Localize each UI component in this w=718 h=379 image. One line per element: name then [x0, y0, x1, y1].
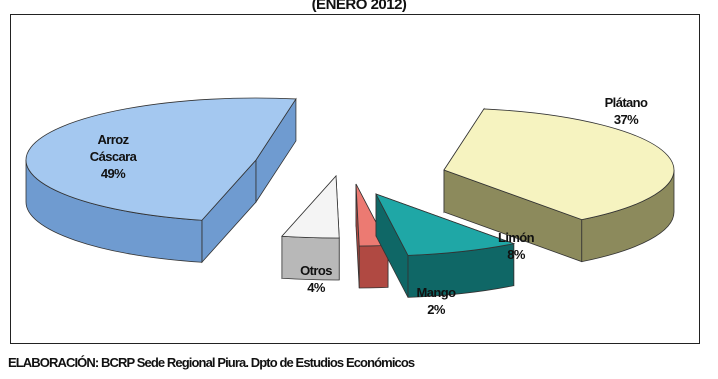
data-label-limon: Limón 8%	[498, 230, 535, 262]
data-label-mango: Mango 2%	[417, 285, 457, 317]
chart-frame: Arroz Cáscara 49% Plátano 37% Limón 8% Mango 2% O…	[10, 14, 700, 344]
source-note: ELABORACIÓN: BCRP Sede Regional Piura. D…	[8, 355, 415, 370]
pie-slice-top	[25, 97, 297, 221]
data-label-platano: Plátano 37%	[605, 95, 648, 127]
pie-slice-platano	[443, 107, 675, 263]
pie-slice-arroz-cascara	[25, 97, 297, 264]
pie-slice-top	[281, 175, 340, 239]
chart-title: (ENERO 2012)	[311, 0, 407, 13]
pie-slice-otros	[281, 174, 340, 281]
data-label-otros: Otros 4%	[300, 263, 332, 295]
pie-slice-side	[358, 244, 389, 289]
pie-chart: Arroz Cáscara 49% Plátano 37% Limón 8% Mango 2% O…	[25, 95, 675, 317]
pie-slice-mango	[355, 183, 389, 289]
pie-slice-limon	[375, 193, 516, 298]
pie-slice-top	[443, 108, 675, 221]
pie-slice-top	[375, 193, 516, 256]
data-label-arroz-cascara: Arroz Cáscara 49%	[90, 132, 138, 181]
